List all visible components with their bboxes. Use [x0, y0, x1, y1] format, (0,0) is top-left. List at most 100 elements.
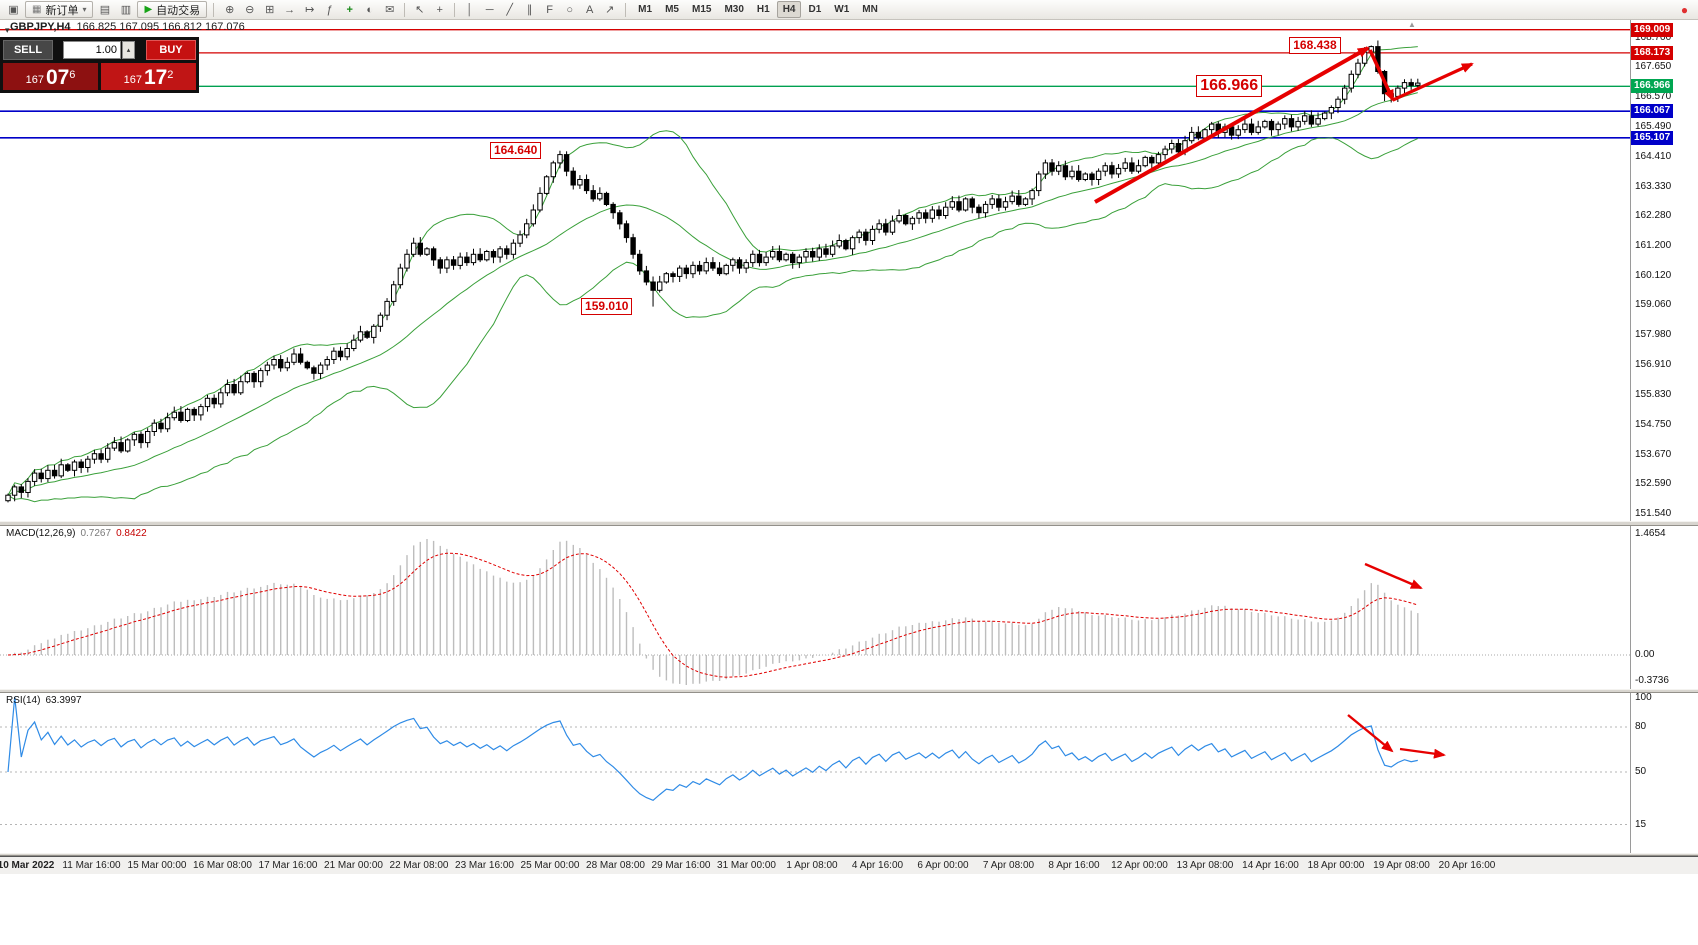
price-tick: 162.280 — [1635, 210, 1672, 222]
auto-scroll-icon[interactable]: → — [284, 3, 296, 16]
price-callout[interactable]: 164.640 — [489, 141, 542, 159]
price-badge: 165.107 — [1631, 130, 1674, 145]
time-label: 23 Mar 16:00 — [455, 860, 514, 871]
timeframe-h4[interactable]: H4 — [776, 1, 802, 18]
price-tick: 166.570 — [1635, 91, 1672, 103]
market-watch-icon[interactable]: ▥ — [120, 4, 132, 16]
price-callout[interactable]: 168.438 — [1289, 36, 1341, 54]
macd-tick: 0.00 — [1635, 649, 1655, 660]
add-indicator-icon[interactable]: + — [346, 3, 353, 16]
tile-windows-icon[interactable]: ⊞ — [265, 4, 275, 16]
toolbar-separator — [454, 2, 456, 17]
time-label: 7 Apr 08:00 — [982, 860, 1035, 871]
equidistant-channel-icon[interactable]: ∥ — [526, 4, 533, 16]
rsi-tick: 15 — [1635, 818, 1647, 830]
time-label: 29 Mar 16:00 — [651, 860, 711, 871]
buy-price[interactable]: 167 17 2 — [101, 63, 196, 90]
text-label-icon[interactable]: A — [586, 3, 594, 16]
toolbar-separator — [213, 2, 215, 17]
timeframe-d1[interactable]: D1 — [808, 4, 822, 15]
alerts-icon[interactable]: ◐ — [366, 3, 373, 16]
macd-tick: 1.4654 — [1635, 528, 1666, 539]
rsi-chart[interactable] — [0, 693, 1630, 853]
trendline-icon[interactable]: ╱ — [506, 4, 513, 16]
time-axis[interactable]: 10 Mar 2022 11 Mar 16:00 15 Mar 00:00 16 Ma… — [0, 856, 1698, 874]
time-label: 21 Mar 00:00 — [324, 860, 383, 871]
record-icon[interactable]: ● — [1680, 2, 1689, 17]
time-label: 28 Mar 08:00 — [586, 860, 645, 871]
macd-panel[interactable]: MACD(12,26,9) 0.7267 0.8422 1.4654 0.00 -0.3… — [0, 526, 1698, 689]
crosshair-icon[interactable]: + — [436, 3, 443, 16]
price-tick: 164.410 — [1635, 151, 1672, 163]
price-chart-panel[interactable]: GBPJPY,H4 166.825 167.095 166.812 167.076… — [0, 20, 1698, 521]
chevron-down-icon: ▾ — [82, 5, 87, 14]
macd-axis[interactable]: 1.4654 0.00 -0.3736 — [1630, 526, 1698, 689]
rsi-tick: 100 — [1635, 693, 1652, 703]
macd-chart[interactable] — [0, 526, 1630, 689]
time-label: 20 Apr 16:00 — [1438, 860, 1496, 871]
symbol-label: GBPJPY,H4 — [10, 21, 71, 33]
rsi-panel[interactable]: RSI(14) 63.3997 100 80 50 15 — [0, 693, 1698, 853]
autotrading-button[interactable]: ▶ 自动交易 — [137, 1, 208, 18]
time-label: 17 Mar 16:00 — [258, 860, 318, 871]
timeframe-m1[interactable]: M1 — [638, 4, 653, 15]
rsi-axis[interactable]: 100 80 50 15 — [1630, 693, 1698, 853]
time-label: 4 Apr 16:00 — [851, 860, 904, 871]
chart-header: GBPJPY,H4 166.825 167.095 166.812 167.076 — [10, 21, 245, 33]
ohlc-values: 166.825 167.095 166.812 167.076 — [76, 21, 245, 33]
price-badge: 169.009 — [1631, 22, 1674, 37]
price-tick: 165.490 — [1635, 121, 1672, 133]
window-background — [0, 874, 1698, 945]
zoom-in-icon[interactable]: ⊕ — [225, 4, 235, 16]
ellipse-icon[interactable]: ○ — [566, 3, 573, 16]
time-label: 13 Apr 08:00 — [1176, 860, 1234, 871]
price-callout[interactable]: 166.966 — [1196, 75, 1263, 98]
sell-price[interactable]: 167 07 6 — [3, 63, 98, 90]
price-tick: 153.670 — [1635, 448, 1672, 460]
price-badge: 168.173 — [1631, 45, 1674, 60]
cursor-icon[interactable]: ↖ — [415, 4, 425, 16]
arrow-object-icon[interactable]: ↗ — [605, 4, 615, 16]
time-label: 18 Apr 00:00 — [1307, 860, 1365, 871]
price-tick: 154.750 — [1635, 418, 1672, 430]
timeframe-m30[interactable]: M30 — [724, 4, 744, 15]
volume-input[interactable] — [63, 41, 121, 59]
time-label: 16 Mar 08:00 — [193, 860, 252, 871]
timeframe-mn[interactable]: MN — [862, 4, 878, 15]
play-icon: ▶ — [144, 4, 153, 15]
timeframe-w1[interactable]: W1 — [834, 4, 850, 15]
zoom-out-icon[interactable]: ⊖ — [245, 4, 255, 16]
indicators-list-icon[interactable]: ƒ — [326, 3, 333, 16]
fibonacci-icon[interactable]: F — [546, 3, 554, 16]
panel-splitter[interactable] — [0, 521, 1698, 526]
price-tick: 151.540 — [1635, 507, 1672, 519]
chart-shift-icon[interactable]: ↦ — [305, 4, 315, 16]
horizontal-line-icon[interactable]: ─ — [485, 3, 494, 16]
charts-icon[interactable]: ▤ — [99, 4, 111, 16]
mail-icon[interactable]: ✉ — [385, 4, 395, 16]
panel-splitter[interactable] — [0, 689, 1698, 693]
candlestick-chart[interactable] — [0, 20, 1630, 521]
price-tick: 152.590 — [1635, 478, 1672, 490]
price-axis[interactable]: 168.700 167.650 166.570 165.490 164.410 163.3… — [1630, 20, 1698, 521]
price-callout[interactable]: 159.010 — [581, 297, 633, 315]
price-tick: 159.060 — [1635, 299, 1672, 311]
buy-button[interactable]: BUY — [146, 40, 196, 60]
vertical-line-icon[interactable]: │ — [466, 3, 474, 16]
rsi-label: RSI(14) 63.3997 — [6, 695, 82, 706]
volume-spinner[interactable]: ▴ — [122, 41, 135, 59]
new-order-button[interactable]: ▦ 新订单 ▾ — [25, 1, 94, 18]
timeframe-m15[interactable]: M15 — [691, 4, 712, 15]
one-click-collapse-icon[interactable]: ▾ — [5, 25, 10, 35]
panel-splitter[interactable] — [0, 853, 1698, 856]
terminal-icon[interactable]: ▣ — [8, 4, 19, 16]
price-tick: 156.910 — [1635, 358, 1672, 370]
sell-button[interactable]: SELL — [3, 40, 53, 60]
macd-label: MACD(12,26,9) 0.7267 0.8422 — [6, 528, 147, 539]
price-tick: 160.120 — [1635, 269, 1672, 281]
time-label: 22 Mar 08:00 — [389, 860, 449, 871]
timeframe-m5[interactable]: M5 — [665, 4, 679, 15]
chart-shift-marker: ▲ — [1408, 20, 1416, 29]
timeframe-h1[interactable]: H1 — [756, 4, 770, 15]
